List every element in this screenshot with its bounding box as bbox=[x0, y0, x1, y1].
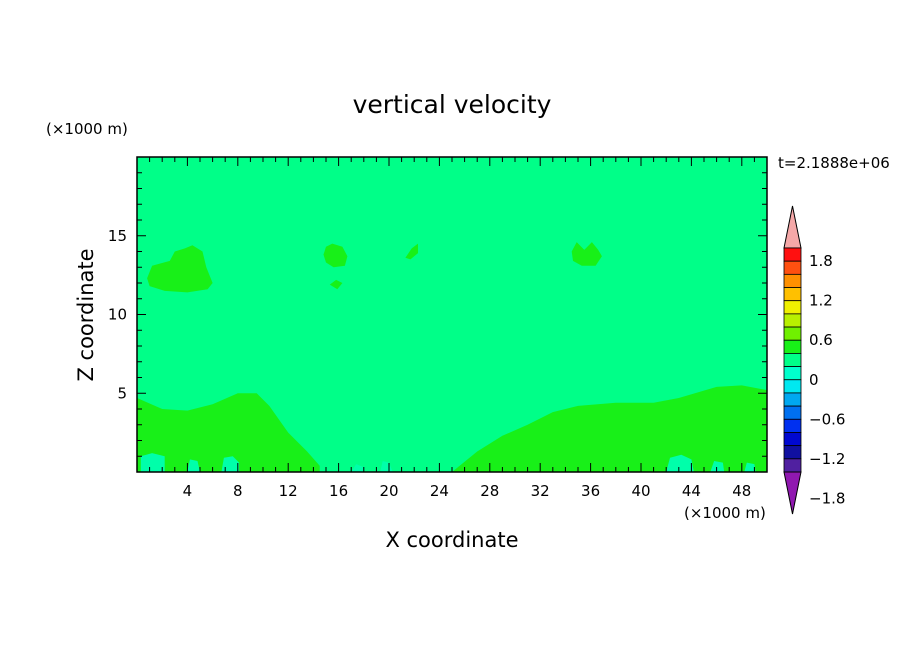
x-tick-label: 28 bbox=[480, 482, 499, 500]
colorbar-segment bbox=[783, 313, 802, 328]
x-tick-label: 36 bbox=[581, 482, 600, 500]
colorbar-segment bbox=[783, 326, 802, 341]
x-tick-label: 44 bbox=[682, 482, 701, 500]
contour-region-7 bbox=[140, 453, 165, 472]
x-tick-label: 8 bbox=[233, 482, 243, 500]
y-tick-label: 5 bbox=[117, 384, 127, 402]
colorbar-segment bbox=[783, 260, 802, 275]
x-tick-label: 24 bbox=[430, 482, 449, 500]
colorbar-segment bbox=[783, 247, 802, 262]
colorbar-label: 0 bbox=[809, 371, 819, 389]
colorbar-arrow-bottom bbox=[783, 471, 802, 515]
contour-region-10 bbox=[351, 464, 364, 472]
colorbar-segment bbox=[783, 287, 802, 302]
colorbar-label: 0.6 bbox=[809, 331, 833, 349]
contour-region-9 bbox=[221, 456, 240, 472]
colorbar-segment bbox=[783, 353, 802, 367]
colorbar-segment bbox=[783, 300, 802, 315]
y-axis-label: Z coordinate bbox=[74, 248, 98, 381]
x-tick-label: 4 bbox=[183, 482, 193, 500]
colorbar-label: 1.8 bbox=[809, 252, 833, 270]
colorbar-segment bbox=[783, 405, 802, 420]
x-tick-label: 40 bbox=[631, 482, 650, 500]
x-tick-label: 48 bbox=[732, 482, 751, 500]
colorbar-segment bbox=[783, 445, 802, 460]
contour-region-6 bbox=[571, 242, 602, 266]
x-axis-label: X coordinate bbox=[385, 528, 518, 552]
contour-region-2 bbox=[147, 245, 213, 293]
contour-region-5 bbox=[405, 243, 418, 260]
colorbar-arrow-top bbox=[783, 205, 802, 249]
x-unit-label: (×1000 m) bbox=[684, 504, 766, 522]
colorbar-label: 1.2 bbox=[809, 292, 833, 310]
colorbar-label: −1.2 bbox=[809, 450, 845, 468]
time-label: t=2.1888e+06 bbox=[778, 154, 890, 172]
colorbar-label: −1.8 bbox=[809, 489, 845, 507]
colorbar-label: −0.6 bbox=[809, 410, 845, 428]
y-unit-label: (×1000 m) bbox=[46, 120, 128, 138]
contour-regions bbox=[137, 242, 767, 472]
contour-region-8 bbox=[187, 459, 200, 472]
contour-region-3 bbox=[323, 243, 348, 268]
colorbar-segment bbox=[783, 458, 802, 473]
colorbar-segment bbox=[783, 273, 802, 288]
chart-title: vertical velocity bbox=[353, 90, 552, 119]
x-tick-label: 20 bbox=[379, 482, 398, 500]
contour-region-11 bbox=[380, 461, 393, 472]
x-tick-label: 12 bbox=[279, 482, 298, 500]
colorbar-segment bbox=[783, 418, 802, 433]
x-tick-label: 32 bbox=[531, 482, 550, 500]
colorbar-segment bbox=[783, 392, 802, 407]
colorbar: 1.8 1.2 0.6 0 −0.6 −1.2 −1.8 bbox=[783, 205, 845, 515]
colorbar-segment bbox=[783, 379, 802, 394]
contour-region-13 bbox=[710, 461, 725, 472]
contour-region-0 bbox=[137, 393, 320, 472]
contour-region-4 bbox=[329, 279, 343, 290]
contour-region-12 bbox=[666, 454, 694, 472]
colorbar-segment bbox=[783, 339, 802, 354]
contour-region-1 bbox=[452, 385, 767, 472]
contour-region-14 bbox=[744, 462, 756, 472]
colorbar-segment bbox=[783, 366, 802, 381]
y-tick-label: 10 bbox=[108, 306, 127, 324]
y-tick-label: 15 bbox=[108, 227, 127, 245]
colorbar-segment bbox=[783, 432, 802, 447]
x-tick-label: 16 bbox=[329, 482, 348, 500]
